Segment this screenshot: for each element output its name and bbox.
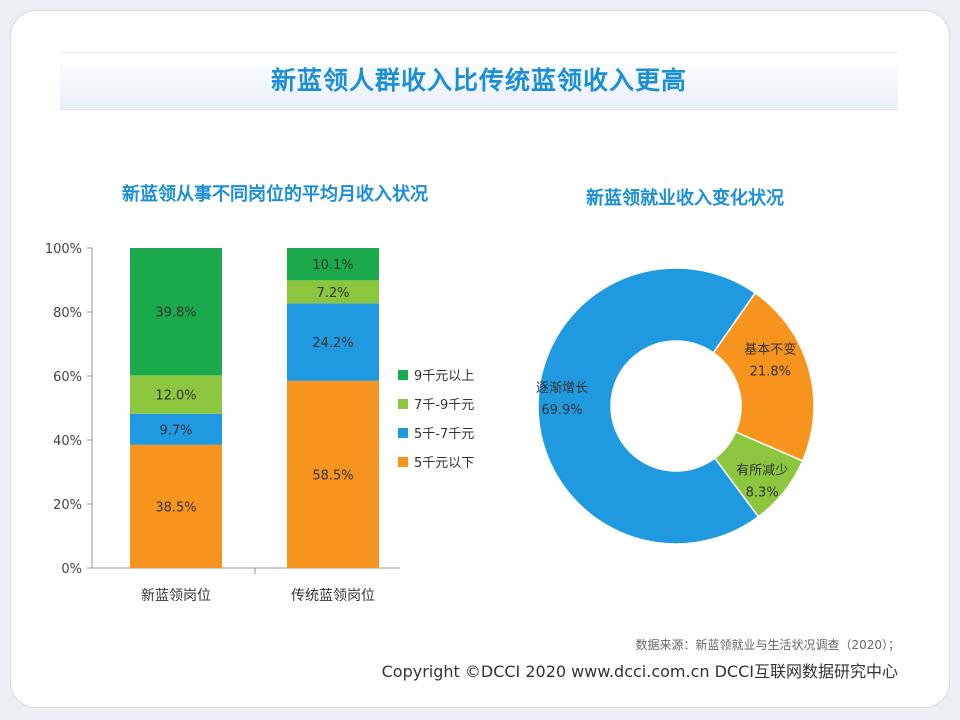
main-title: 新蓝领人群收入比传统蓝领收入更高	[270, 66, 687, 95]
data-source-note: 数据来源：新蓝领就业与生活状况调查（2020）；	[635, 638, 900, 652]
x-category-label: 传统蓝领岗位	[291, 588, 375, 604]
bar-data-label: 39.8%	[155, 306, 196, 321]
donut-slice	[712, 291, 815, 462]
bar-data-label: 38.5%	[155, 500, 196, 515]
y-tick-label: 40%	[53, 434, 82, 449]
bar-segment	[130, 248, 222, 376]
bar-segment	[287, 280, 379, 304]
bar-segment	[287, 303, 379, 381]
y-tick-label: 60%	[53, 370, 82, 385]
y-tick-label: 100%	[45, 242, 82, 257]
x-category-label: 新蓝领岗位	[141, 588, 211, 604]
bar-segment	[130, 375, 222, 414]
bar-data-label: 7.2%	[316, 286, 349, 301]
legend-swatch	[398, 428, 408, 438]
donut-slice	[537, 267, 760, 545]
bar-data-label: 12.0%	[155, 389, 196, 404]
donut-slice-value: 8.3%	[746, 485, 779, 500]
legend-label: 7千-9千元	[414, 398, 474, 413]
donut-slice-value: 69.9%	[541, 403, 582, 418]
y-tick-label: 80%	[53, 306, 82, 321]
legend-swatch	[398, 370, 408, 380]
legend-label: 9千元以上	[414, 369, 474, 384]
bar-segment	[287, 380, 379, 568]
copyright-line: Copyright ©DCCI 2020 www.dcci.com.cn DCC…	[381, 662, 898, 681]
donut-slice-label: 基本不变	[744, 341, 796, 357]
donut-slice-label: 逐渐增长	[536, 381, 588, 396]
legend-swatch	[398, 399, 408, 409]
donut-slice-label: 有所减少	[736, 463, 788, 478]
legend-label: 5千元以下	[414, 456, 474, 471]
bar-segment	[287, 248, 379, 281]
y-tick-label: 0%	[61, 562, 82, 577]
legend-label: 5千-7千元	[414, 427, 474, 442]
bar-chart-title: 新蓝领从事不同岗位的平均月收入状况	[122, 184, 428, 205]
bar-data-label: 9.7%	[159, 423, 192, 438]
donut-slice-value: 21.8%	[750, 364, 791, 379]
title-banner: 新蓝领人群收入比传统蓝领收入更高	[60, 52, 898, 110]
bar-data-label: 24.2%	[312, 336, 353, 351]
bar-data-label: 10.1%	[312, 258, 353, 273]
y-tick-label: 20%	[53, 498, 82, 513]
legend-swatch	[398, 457, 408, 467]
bar-segment	[130, 413, 222, 445]
bar-data-label: 58.5%	[312, 468, 353, 483]
donut-chart-title: 新蓝领就业收入变化状况	[586, 188, 784, 209]
bar-segment	[130, 444, 222, 568]
